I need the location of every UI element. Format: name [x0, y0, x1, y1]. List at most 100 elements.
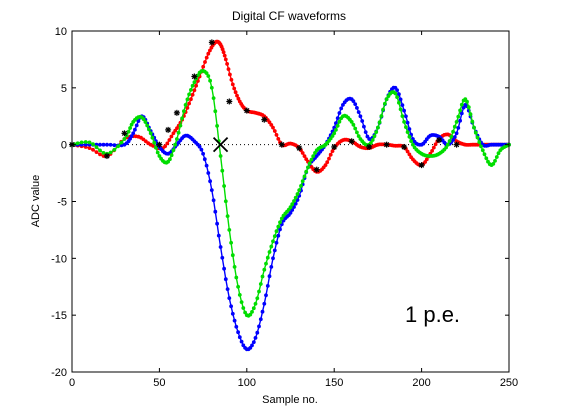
series-2-point [190, 83, 195, 88]
series-2-point [288, 205, 293, 210]
series-2-point [369, 141, 373, 145]
series-2-point [250, 310, 254, 314]
y-tick-label: 0 [61, 140, 67, 152]
series-2-point [248, 312, 253, 317]
series-2-point [393, 91, 398, 96]
series-2-point [496, 151, 501, 156]
series-2-point [243, 310, 248, 315]
series-2-point [183, 103, 188, 107]
series-2-point [79, 140, 84, 145]
series-2-point [290, 202, 295, 207]
series-0-point [272, 129, 277, 133]
series-2-point [258, 282, 263, 286]
series-1-point [250, 343, 254, 348]
series-1-point [83, 142, 88, 147]
series-2-point [128, 126, 133, 130]
series-2-point [278, 220, 282, 225]
series-2-point [169, 153, 174, 158]
series-0-point [228, 72, 232, 77]
x-tick-label: 200 [412, 377, 430, 389]
series-2-point [379, 114, 384, 118]
series-2-point [209, 85, 214, 90]
series-1-point [402, 108, 406, 113]
series-1-point [230, 311, 235, 316]
series-1-point [292, 205, 296, 209]
series-1-point [197, 144, 202, 149]
series-2-point [257, 289, 261, 294]
series-2-point [468, 112, 473, 117]
series-2-point [241, 306, 246, 310]
y-axis-label: ADC value [30, 175, 42, 228]
series-2-point [472, 125, 476, 130]
series-2-point [374, 130, 379, 135]
series-2-point [444, 145, 448, 150]
series-2-point [98, 148, 102, 153]
series-2-point [150, 135, 155, 140]
black-marker [226, 98, 233, 105]
series-2-point [239, 300, 244, 304]
series-2-point [255, 296, 260, 301]
series-0-point [87, 146, 92, 151]
x-tick-label: 100 [238, 377, 256, 389]
series-2-point [451, 129, 455, 134]
series-2-point [372, 134, 377, 139]
series-2-point [384, 97, 389, 102]
y-tick-label: -10 [51, 253, 67, 265]
series-1-point [398, 97, 403, 102]
series-2-point [83, 140, 88, 144]
series-2-point [402, 120, 406, 124]
series-0-point [189, 97, 193, 102]
series-2-point [230, 253, 235, 258]
series-2-point [206, 74, 211, 78]
series-1-point [229, 304, 234, 309]
series-1-point [211, 198, 216, 203]
series-1-point [271, 256, 275, 261]
series-2-point [220, 168, 225, 173]
series-0-point [424, 157, 429, 162]
series-2-point [148, 131, 153, 136]
series-2-point [397, 100, 401, 105]
series-0-point [204, 55, 209, 60]
series-2-point [479, 144, 483, 149]
series-1-point [202, 157, 207, 162]
series-0-point [405, 149, 410, 154]
series-1-point [213, 209, 218, 214]
series-2-point [112, 147, 117, 152]
y-tick-label: -5 [57, 197, 67, 209]
series-2-point [473, 130, 478, 135]
series-2-point [192, 80, 197, 85]
series-2-point [494, 155, 499, 159]
plot-area [72, 31, 509, 372]
series-2-point [293, 195, 298, 200]
series-1-point [451, 138, 455, 142]
black-marker [401, 143, 408, 150]
series-2-point [236, 284, 241, 289]
series-0-point [330, 149, 335, 154]
series-2 [70, 68, 511, 318]
series-2-point [309, 157, 314, 162]
series-0-point [433, 142, 438, 147]
series-2-point [459, 102, 464, 107]
series-0-point [167, 138, 172, 142]
series-1-point [260, 309, 265, 314]
series-2-point [237, 293, 242, 297]
series-2-point [274, 229, 279, 234]
series-1-point [208, 179, 213, 184]
series-0-point [229, 77, 234, 82]
series-2-point [260, 274, 265, 279]
series-0-point [327, 156, 331, 161]
series-2-point [377, 120, 382, 125]
series-0-point [236, 96, 241, 101]
series-0-point [232, 86, 237, 91]
series-0-point [223, 57, 228, 62]
series-0-point [192, 88, 197, 93]
series-1-point [353, 102, 358, 106]
series-1-point [108, 142, 113, 147]
series-2-point [477, 140, 482, 145]
series-0-point [407, 152, 412, 157]
series-2-point [297, 188, 302, 193]
series-2-point [218, 154, 223, 158]
series-1-point [337, 111, 342, 115]
series-2-point [175, 137, 179, 141]
y-tick-label: -15 [51, 310, 67, 322]
